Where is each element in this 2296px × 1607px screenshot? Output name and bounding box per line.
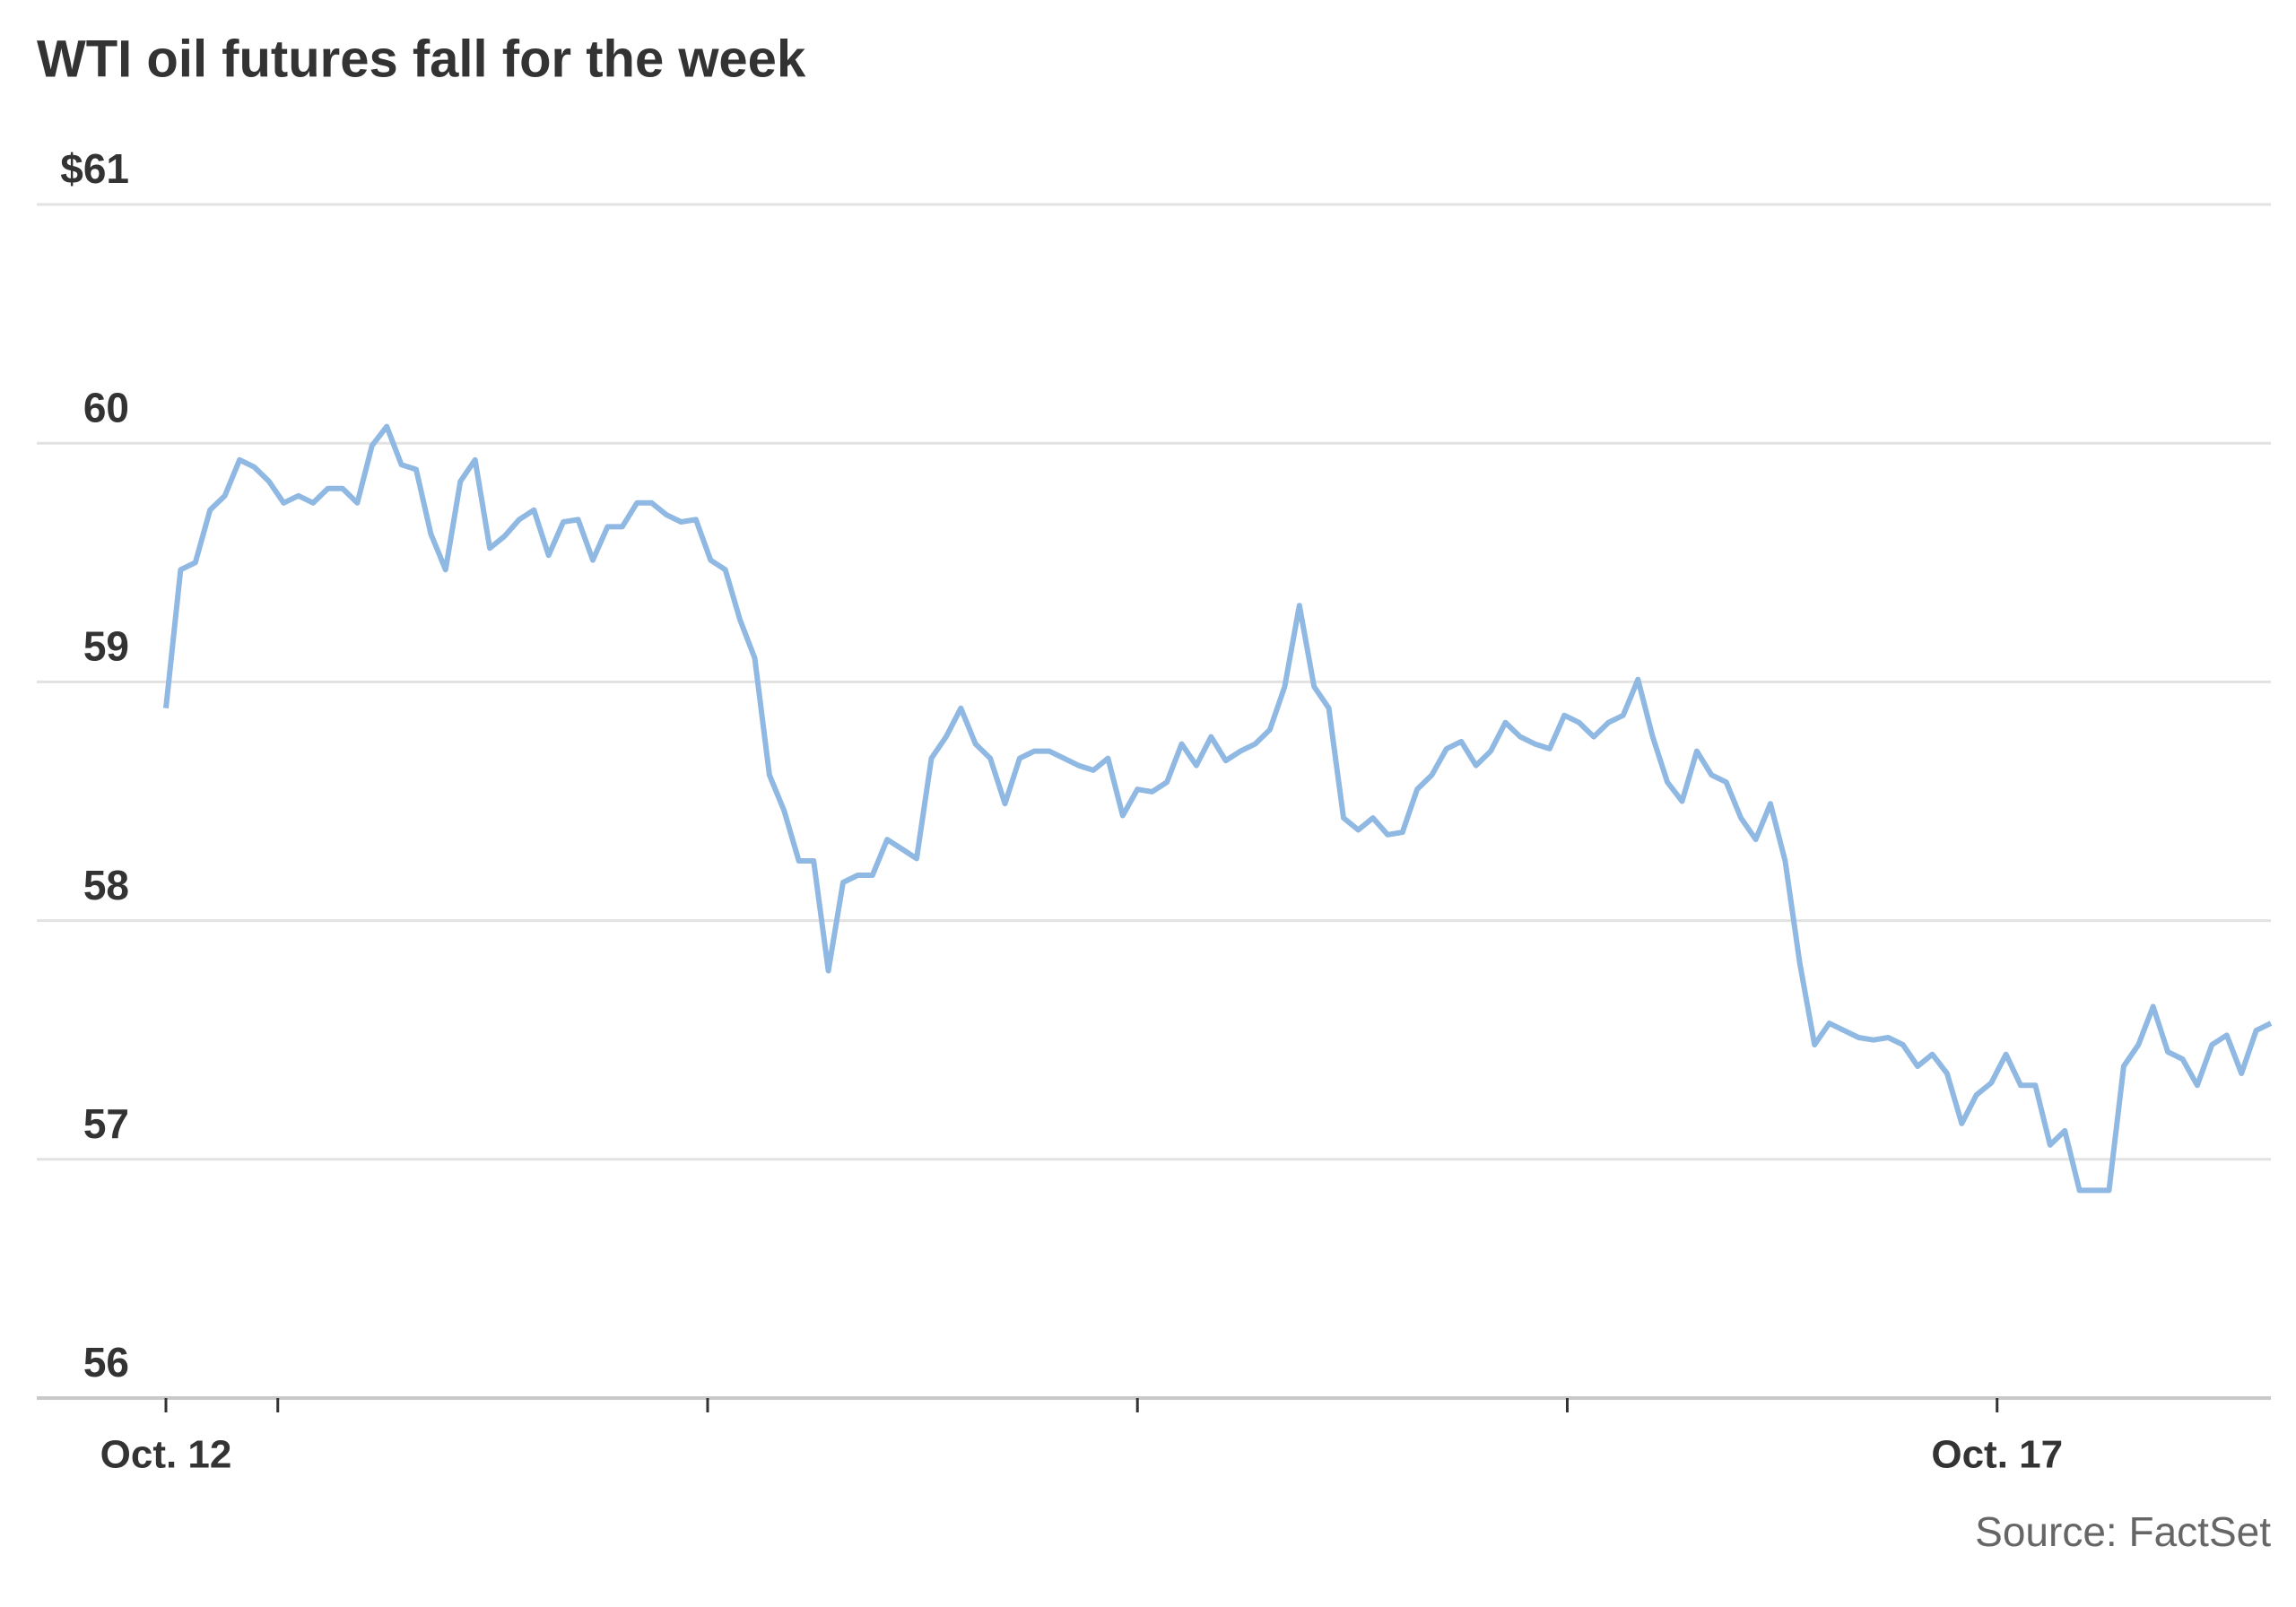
y-tick-label: 58: [83, 862, 129, 908]
y-tick-label: 57: [83, 1100, 129, 1147]
y-tick-label: $61: [60, 145, 129, 192]
y-tick-label: 60: [83, 384, 129, 430]
y-tick-label: 59: [83, 623, 129, 670]
y-tick-label: 56: [83, 1339, 129, 1385]
chart-title: WTI oil futures fall for the week: [37, 30, 806, 88]
source-note: Source: FactSet: [1975, 1508, 2271, 1555]
price-line: [163, 423, 2273, 1194]
x-tick-label: Oct. 12: [100, 1433, 232, 1477]
x-tick-label: Oct. 17: [1931, 1433, 2063, 1477]
